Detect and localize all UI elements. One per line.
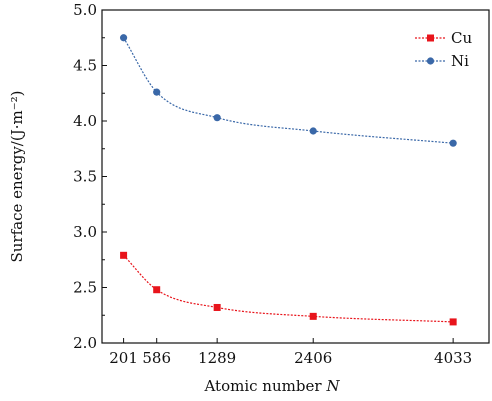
cu-data-point [213,303,221,311]
legend-ni-label: Ni [451,52,469,70]
y-tick-label: 4.0 [73,112,97,130]
y-tick-label: 2.0 [73,334,97,352]
y-tick-label: 4.5 [73,57,97,75]
legend-ni-marker [426,57,435,65]
y-tick-label: 5.0 [73,1,97,19]
x-tick-label: 1289 [198,349,236,367]
y-tick-label: 3.5 [73,168,97,186]
x-tick-label: 586 [142,349,171,367]
cu-data-point [153,286,161,294]
x-axis-variable: N [326,377,341,395]
cu-data-point [120,251,128,259]
cu-data-point [449,318,457,326]
ni-data-point [309,127,317,135]
y-tick-label: 3.0 [73,223,97,241]
ni-data-point [153,88,161,96]
y-tick-label: 2.5 [73,279,97,297]
ni-data-point [213,114,221,122]
x-tick-label: 2406 [294,349,332,367]
legend-cu-marker [427,34,434,42]
cu-series-line [123,254,454,323]
legend-cu-label: Cu [451,29,472,47]
ni-data-point [119,34,128,42]
y-axis-title: Surface energy/(J·m⁻²) [8,90,26,262]
cu-data-point [309,312,317,320]
x-axis-title: Atomic number [203,377,322,395]
ni-series-line [123,37,454,144]
x-tick-label: 201 [109,349,138,367]
x-tick-label: 4033 [434,349,472,367]
ni-data-point [449,139,457,147]
